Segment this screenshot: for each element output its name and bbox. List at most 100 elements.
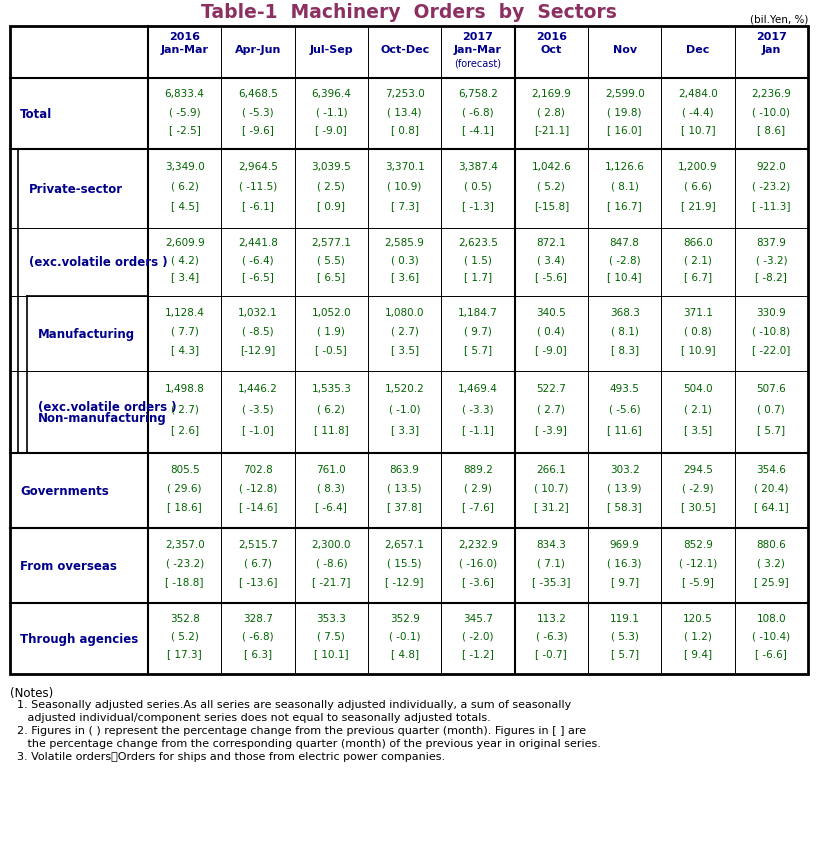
Text: ( -10.0): ( -10.0)	[753, 107, 790, 116]
Text: ( 2.1): ( 2.1)	[684, 404, 712, 414]
Text: [ 4.3]: [ 4.3]	[170, 344, 199, 354]
Text: 834.3: 834.3	[536, 539, 566, 549]
Text: 522.7: 522.7	[536, 384, 566, 393]
Text: ( -6.4): ( -6.4)	[242, 255, 274, 265]
Text: ( 20.4): ( 20.4)	[754, 483, 789, 493]
Text: ( 6.6): ( 6.6)	[684, 181, 712, 192]
Text: (forecast): (forecast)	[455, 58, 501, 68]
Text: (Notes): (Notes)	[10, 686, 53, 699]
Text: ( 0.8): ( 0.8)	[684, 326, 712, 336]
Text: 847.8: 847.8	[609, 238, 640, 248]
Text: [ -14.6]: [ -14.6]	[239, 501, 278, 511]
Text: [ 10.9]: [ 10.9]	[681, 344, 715, 354]
Text: 340.5: 340.5	[536, 307, 566, 317]
Text: 2016: 2016	[536, 32, 567, 42]
Text: 2,577.1: 2,577.1	[311, 238, 351, 248]
Text: Oct-Dec: Oct-Dec	[380, 45, 429, 55]
Text: [-15.8]: [-15.8]	[534, 201, 569, 211]
Text: ( -6.8): ( -6.8)	[462, 107, 494, 116]
Text: 294.5: 294.5	[683, 464, 713, 474]
Text: ( -23.2): ( -23.2)	[165, 558, 204, 568]
Text: 368.3: 368.3	[609, 307, 640, 317]
Text: 852.9: 852.9	[683, 539, 713, 549]
Text: ( 8.1): ( 8.1)	[611, 181, 639, 192]
Text: 352.8: 352.8	[170, 613, 200, 623]
Text: ( 29.6): ( 29.6)	[167, 483, 202, 493]
Text: ( 0.5): ( 0.5)	[464, 181, 492, 192]
Text: [ 58.3]: [ 58.3]	[608, 501, 642, 511]
Text: ( 7.1): ( 7.1)	[537, 558, 565, 568]
Text: [ 3.5]: [ 3.5]	[391, 344, 419, 354]
Text: ( 16.3): ( 16.3)	[608, 558, 642, 568]
Text: ( 0.3): ( 0.3)	[391, 255, 419, 265]
Text: [ -5.9]: [ -5.9]	[682, 576, 714, 587]
Text: 303.2: 303.2	[610, 464, 640, 474]
Text: [ -7.6]: [ -7.6]	[462, 501, 494, 511]
Text: ( 1.5): ( 1.5)	[464, 255, 492, 265]
Text: 969.9: 969.9	[609, 539, 640, 549]
Text: [ 9.4]: [ 9.4]	[684, 649, 712, 658]
Text: [ 8.3]: [ 8.3]	[611, 344, 639, 354]
Text: 3,370.1: 3,370.1	[385, 162, 424, 172]
Text: (exc.volatile orders ): (exc.volatile orders )	[29, 256, 168, 269]
Text: ( -3.2): ( -3.2)	[755, 255, 787, 265]
Text: 2,484.0: 2,484.0	[678, 89, 718, 99]
Text: [ 16.7]: [ 16.7]	[608, 201, 642, 211]
Text: ( -5.6): ( -5.6)	[609, 404, 640, 414]
Text: 371.1: 371.1	[683, 307, 713, 317]
Text: 345.7: 345.7	[463, 613, 493, 623]
Text: ( -12.8): ( -12.8)	[239, 483, 277, 493]
Text: 3,387.4: 3,387.4	[458, 162, 498, 172]
Text: [ -6.6]: [ -6.6]	[755, 649, 787, 658]
Text: [ 37.8]: [ 37.8]	[387, 501, 422, 511]
Text: 266.1: 266.1	[536, 464, 566, 474]
Text: [ 25.9]: [ 25.9]	[754, 576, 789, 587]
Text: ( 3.2): ( 3.2)	[758, 558, 785, 568]
Text: ( -8.5): ( -8.5)	[242, 326, 274, 336]
Text: 3,349.0: 3,349.0	[165, 162, 205, 172]
Text: 352.9: 352.9	[390, 613, 419, 623]
Text: [ 5.7]: [ 5.7]	[611, 649, 639, 658]
Text: [ 30.5]: [ 30.5]	[681, 501, 715, 511]
Text: ( 8.3): ( 8.3)	[318, 483, 346, 493]
Text: ( 4.2): ( 4.2)	[170, 255, 198, 265]
Text: 354.6: 354.6	[757, 464, 786, 474]
Text: ( 7.7): ( 7.7)	[170, 326, 198, 336]
Text: [-12.9]: [-12.9]	[240, 344, 276, 354]
Text: ( 5.2): ( 5.2)	[170, 630, 198, 641]
Text: [ 11.6]: [ 11.6]	[608, 425, 642, 435]
Text: [ -22.0]: [ -22.0]	[752, 344, 790, 354]
Text: ( -3.5): ( -3.5)	[242, 404, 274, 414]
Bar	[10, 27, 808, 674]
Text: ( 13.5): ( 13.5)	[387, 483, 422, 493]
Text: ( 9.7): ( 9.7)	[464, 326, 492, 336]
Text: 2,657.1: 2,657.1	[385, 539, 424, 549]
Text: Governments: Governments	[20, 484, 109, 497]
Text: ( -5.3): ( -5.3)	[242, 107, 274, 116]
Text: Private-sector: Private-sector	[29, 183, 123, 196]
Text: 2,599.0: 2,599.0	[604, 89, 645, 99]
Text: ( 6.2): ( 6.2)	[170, 181, 198, 192]
Text: [ 6.5]: [ 6.5]	[317, 272, 346, 282]
Text: [ 1.7]: [ 1.7]	[464, 272, 492, 282]
Text: 328.7: 328.7	[243, 613, 273, 623]
Text: [ -1.2]: [ -1.2]	[462, 649, 494, 658]
Text: [ -9.0]: [ -9.0]	[315, 125, 347, 135]
Text: [ 5.7]: [ 5.7]	[758, 425, 785, 435]
Text: [ 10.4]: [ 10.4]	[608, 272, 642, 282]
Text: ( -8.6): ( -8.6)	[315, 558, 347, 568]
Text: 2,515.7: 2,515.7	[238, 539, 278, 549]
Text: ( 2.1): ( 2.1)	[684, 255, 712, 265]
Text: [ -9.6]: [ -9.6]	[242, 125, 274, 135]
Text: ( 6.7): ( 6.7)	[244, 558, 272, 568]
Text: 6,758.2: 6,758.2	[458, 89, 498, 99]
Text: ( -0.1): ( -0.1)	[389, 630, 420, 641]
Text: ( 3.4): ( 3.4)	[537, 255, 565, 265]
Text: ( -10.4): ( -10.4)	[753, 630, 790, 641]
Text: 2. Figures in ( ) represent the percentage change from the previous quarter (mon: 2. Figures in ( ) represent the percenta…	[10, 725, 586, 735]
Text: [ -1.3]: [ -1.3]	[462, 201, 494, 211]
Text: [ 7.3]: [ 7.3]	[391, 201, 419, 211]
Text: ( -2.9): ( -2.9)	[682, 483, 714, 493]
Text: 922.0: 922.0	[757, 162, 786, 172]
Text: ( 2.7): ( 2.7)	[391, 326, 419, 336]
